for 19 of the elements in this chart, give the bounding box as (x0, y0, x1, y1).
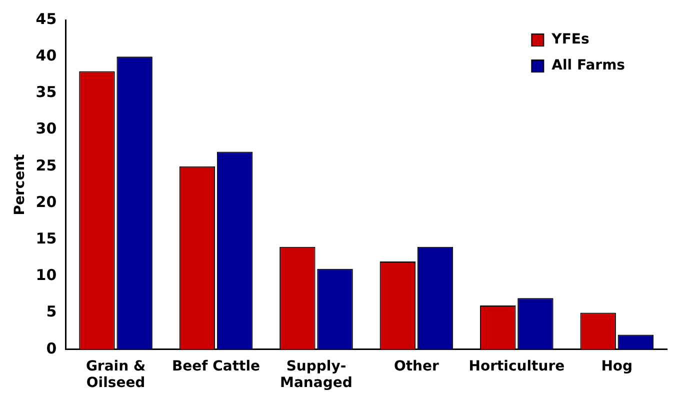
y-axis-title: Percent (12, 154, 28, 216)
x-tick-label: Supply- Managed (280, 358, 352, 392)
y-tick-label: 15 (36, 229, 57, 248)
legend-label: YFEs (550, 32, 590, 48)
y-tick-label: 20 (36, 192, 57, 211)
x-tick-label: Other (394, 358, 440, 374)
y-tick-label: 0 (46, 339, 57, 358)
x-tick-label: Hog (601, 358, 633, 374)
x-tick-label: Horticulture (468, 358, 565, 374)
x-tick-label: Beef Cattle (172, 358, 260, 374)
y-tick-label: 30 (36, 120, 57, 138)
y-tick-label: 25 (36, 156, 57, 174)
y-tick-label: 45 (36, 10, 57, 28)
x-tick-label: Grain & Oilseed (86, 358, 146, 392)
y-tick-label: 5 (46, 302, 57, 321)
y-tick-label: 40 (36, 46, 57, 64)
y-tick-label: 10 (36, 266, 57, 284)
y-tick-label: 35 (36, 83, 57, 102)
legend-label: All Farms (552, 58, 626, 74)
